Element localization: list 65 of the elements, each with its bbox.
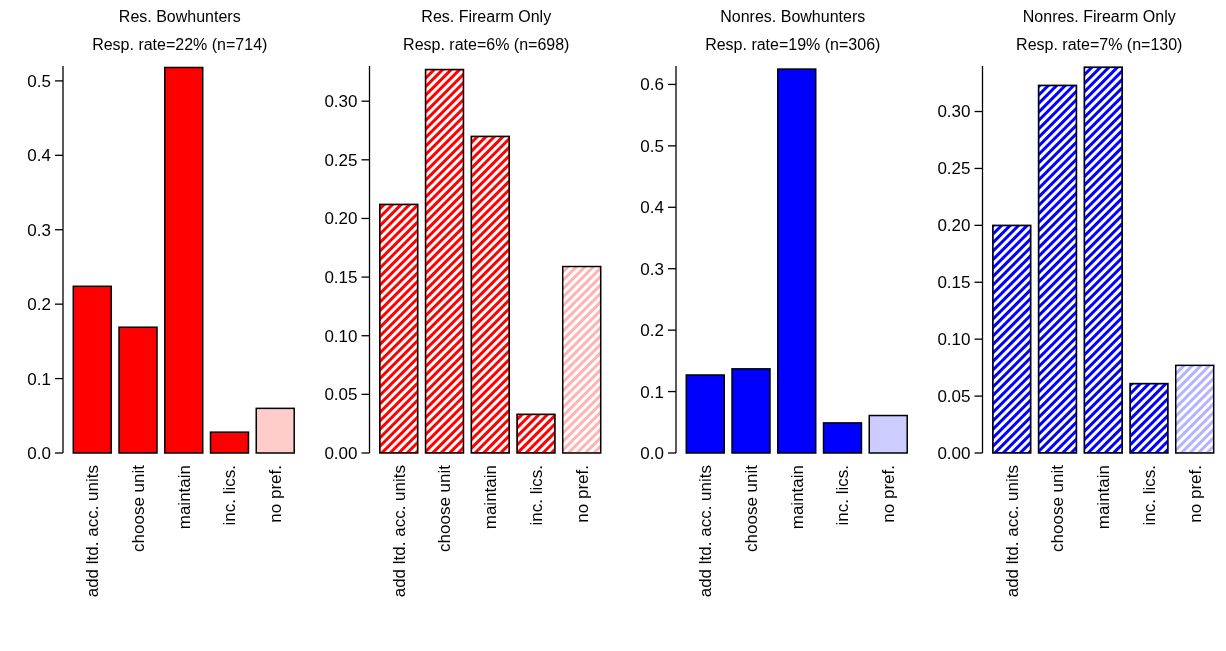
y-tick-label: 0.30 bbox=[937, 102, 971, 122]
x-tick-label: inc. lics. bbox=[526, 465, 546, 526]
y-tick-label: 0.20 bbox=[324, 209, 358, 229]
y-tick-label: 0.1 bbox=[27, 369, 51, 389]
bar bbox=[868, 414, 908, 454]
bar bbox=[255, 407, 295, 454]
chart-subtitle: Resp. rate=19% (n=306) bbox=[705, 36, 881, 53]
chart-title: Nonres. Firearm Only bbox=[1022, 8, 1176, 25]
x-tick-label: inc. lics. bbox=[833, 465, 853, 526]
y-tick-label: 0.25 bbox=[937, 159, 971, 179]
y-tick-label: 0.05 bbox=[937, 387, 971, 407]
x-tick-label: add ltd. acc. units bbox=[696, 465, 716, 598]
y-tick-label: 0.30 bbox=[324, 92, 358, 112]
chart-title: Nonres. Bowhunters bbox=[720, 8, 866, 25]
bar bbox=[72, 285, 112, 454]
y-tick-label: 0.10 bbox=[324, 326, 358, 346]
x-tick-label: inc. lics. bbox=[220, 465, 240, 526]
x-tick-label: no pref. bbox=[266, 465, 286, 523]
x-tick-label: maintain bbox=[787, 465, 807, 530]
x-tick-label: add ltd. acc. units bbox=[389, 465, 409, 598]
y-tick-label: 0.20 bbox=[937, 216, 971, 236]
y-tick-label: 0.25 bbox=[324, 150, 358, 170]
y-tick-label: 0.0 bbox=[27, 443, 51, 463]
x-tick-label: choose unit bbox=[128, 464, 148, 552]
x-tick-label: add ltd. acc. units bbox=[83, 465, 103, 598]
y-tick-label: 0.3 bbox=[27, 220, 51, 240]
x-tick-label: choose unit bbox=[741, 464, 761, 552]
x-tick-label: maintain bbox=[1094, 465, 1114, 530]
y-tick-label: 0.6 bbox=[640, 75, 664, 95]
y-tick-label: 0.15 bbox=[324, 268, 358, 288]
y-tick-label: 0.5 bbox=[27, 71, 51, 91]
y-tick-label: 0.3 bbox=[640, 259, 664, 279]
y-tick-label: 0.5 bbox=[640, 136, 664, 156]
y-tick-label: 0.4 bbox=[640, 198, 664, 218]
x-tick-label: choose unit bbox=[1048, 464, 1068, 552]
bar bbox=[777, 68, 817, 454]
x-tick-label: maintain bbox=[481, 465, 501, 530]
y-tick-label: 0.1 bbox=[640, 382, 664, 402]
chart-title: Res. Firearm Only bbox=[421, 8, 552, 25]
x-tick-label: add ltd. acc. units bbox=[1002, 465, 1022, 598]
y-tick-label: 0.2 bbox=[640, 321, 664, 341]
x-tick-label: no pref. bbox=[879, 465, 899, 523]
x-tick-label: inc. lics. bbox=[1139, 465, 1159, 526]
bar bbox=[685, 374, 725, 454]
bar bbox=[209, 431, 250, 454]
y-tick-label: 0.10 bbox=[937, 330, 971, 350]
bar bbox=[164, 66, 204, 454]
chart-title: Res. Bowhunters bbox=[118, 8, 241, 25]
y-tick-label: 0.4 bbox=[27, 146, 51, 166]
y-tick-label: 0.2 bbox=[27, 295, 51, 315]
x-tick-label: no pref. bbox=[572, 465, 592, 523]
y-tick-label: 0.0 bbox=[640, 443, 664, 463]
y-tick-label: 0.15 bbox=[937, 273, 971, 293]
chart-subtitle: Resp. rate=6% (n=698) bbox=[403, 36, 570, 53]
x-tick-label: choose unit bbox=[435, 464, 455, 552]
chart-subtitle: Resp. rate=7% (n=130) bbox=[1016, 36, 1183, 53]
bar bbox=[731, 368, 771, 454]
x-tick-label: no pref. bbox=[1185, 465, 1205, 523]
x-tick-label: maintain bbox=[174, 465, 194, 530]
y-tick-label: 0.00 bbox=[324, 443, 358, 463]
y-tick-label: 0.00 bbox=[937, 443, 971, 463]
bar bbox=[118, 326, 158, 454]
chart-subtitle: Resp. rate=22% (n=714) bbox=[92, 36, 268, 53]
y-tick-label: 0.05 bbox=[324, 385, 358, 405]
bar bbox=[822, 422, 863, 454]
